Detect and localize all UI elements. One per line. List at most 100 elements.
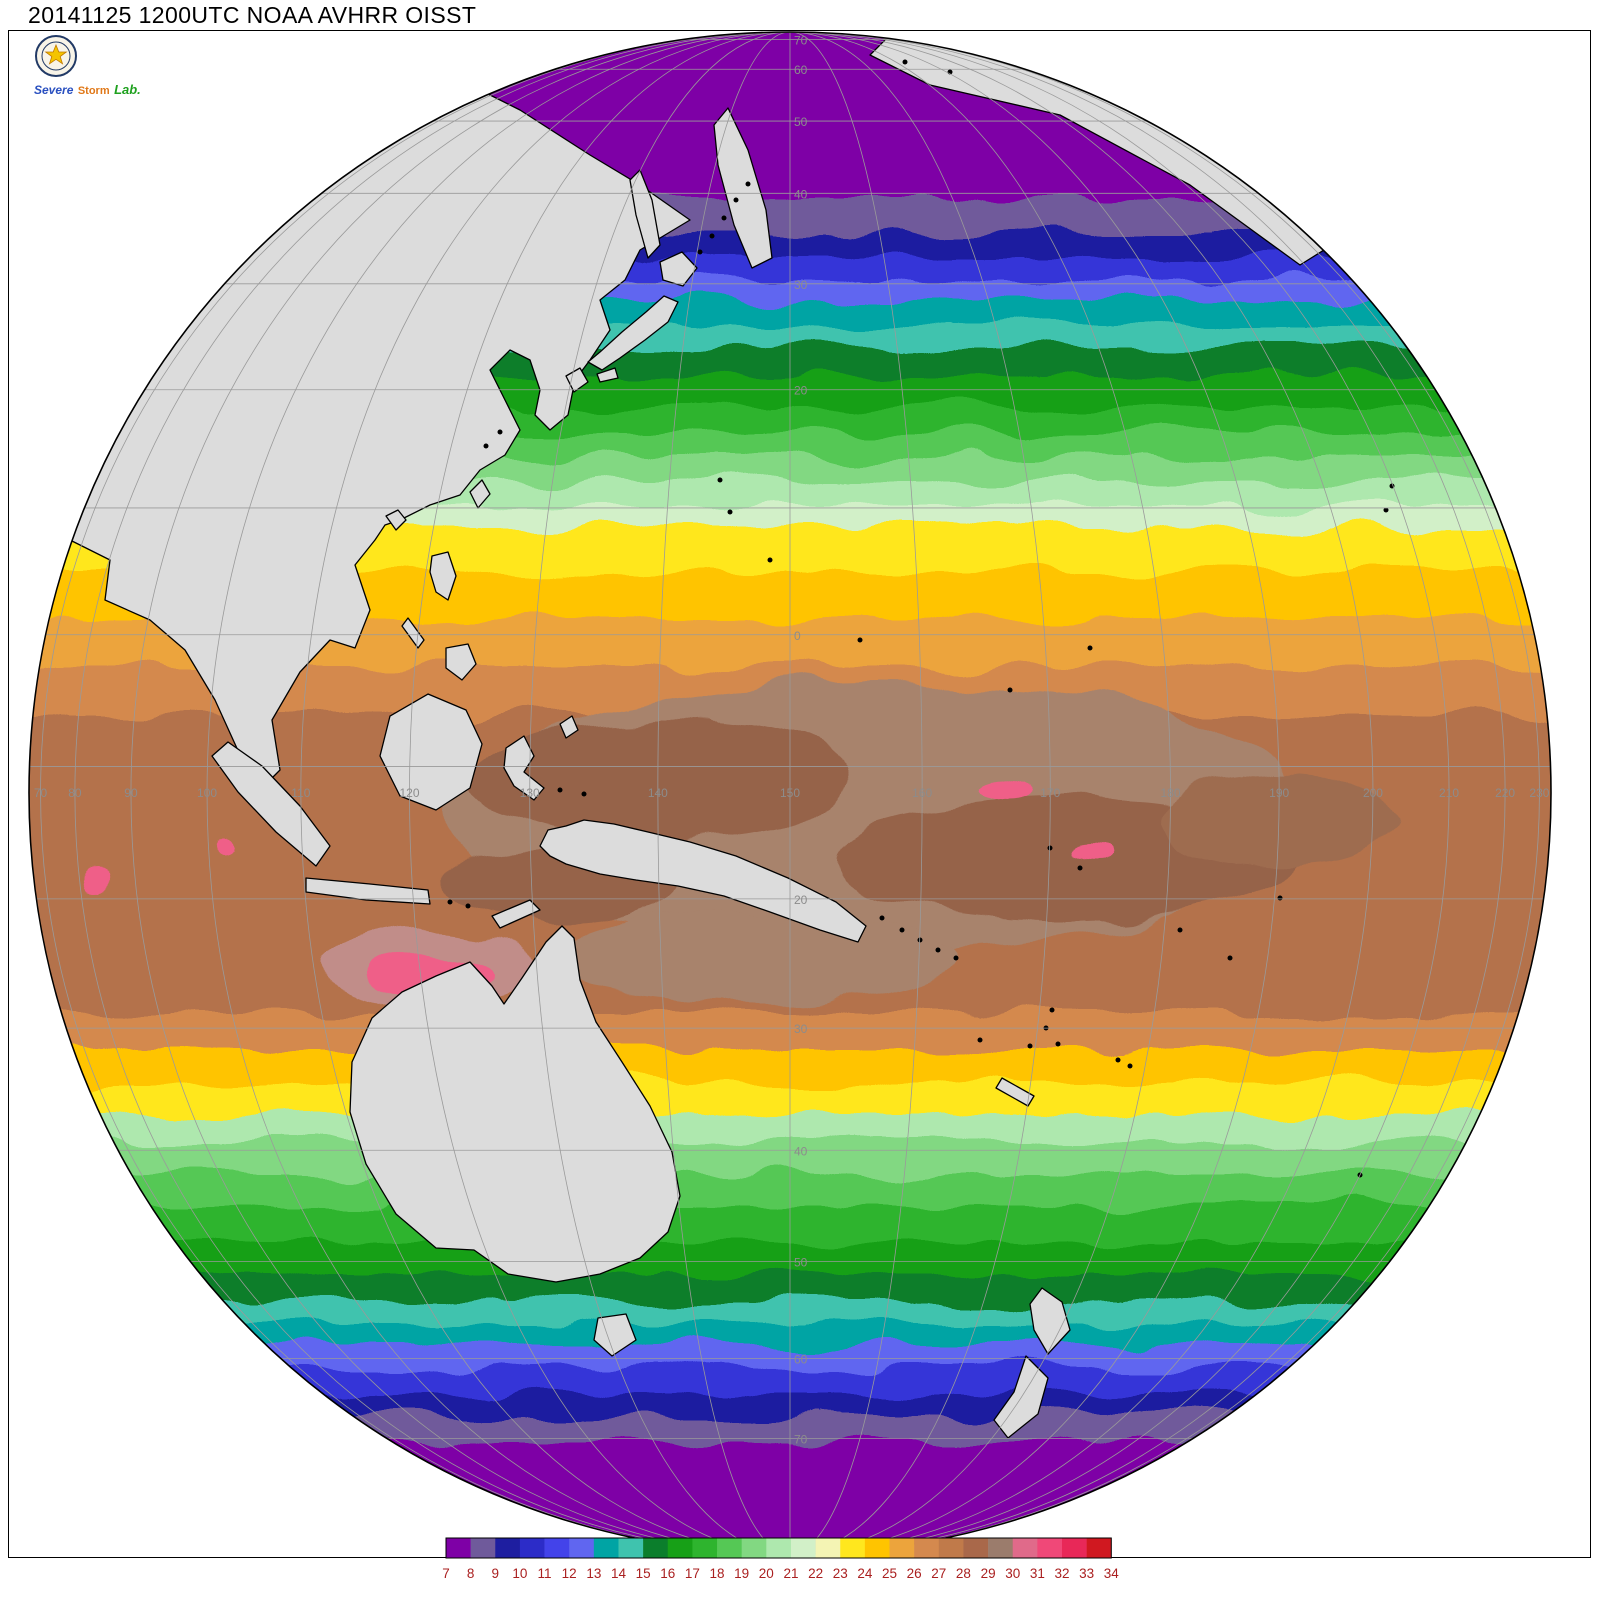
island-dot [1055, 1041, 1061, 1047]
latitude-label: 40 [794, 1144, 808, 1158]
colorbar-cell [569, 1538, 595, 1558]
sst-warm-patch [976, 782, 1030, 804]
landmass-sakhalin [629, 169, 661, 259]
colorbar-cell [914, 1538, 940, 1558]
landmass-new-caledonia [995, 1077, 1035, 1107]
island-dot [1027, 1043, 1033, 1049]
longitude-label: 120 [399, 786, 419, 800]
longitude-label: 230 [1529, 786, 1549, 800]
sst-warm-patch [560, 913, 960, 1003]
colorbar-tick-label: 29 [981, 1566, 996, 1581]
longitude-label: 220 [1495, 786, 1515, 800]
colorbar-cell [470, 1538, 496, 1558]
colorbar-tick-label: 30 [1005, 1566, 1020, 1581]
colorbar-cell [790, 1538, 816, 1558]
latitude-label: 50 [794, 1256, 808, 1270]
longitude-label: 130 [520, 786, 540, 800]
colorbar-tick-label: 16 [660, 1566, 675, 1581]
meridian-line [130, 32, 1450, 1554]
latitude-label: 30 [794, 1022, 808, 1036]
colorbar-tick-label: 17 [685, 1566, 700, 1581]
sst-band [29, 1050, 1551, 1084]
sst-band [29, 200, 1551, 232]
colorbar-tick-label: 10 [512, 1566, 527, 1581]
meridian-line [657, 32, 923, 1554]
latitude-label: 20 [794, 384, 808, 398]
colorbar-cell [1012, 1538, 1038, 1558]
colorbar-cell [889, 1538, 915, 1558]
longitude-label: 160 [912, 786, 932, 800]
colorbar-cell [1086, 1538, 1112, 1558]
island-dot [557, 787, 563, 793]
logo-text: Severe Storm Lab. [34, 83, 184, 97]
island-dot [767, 557, 773, 563]
colorbar-cell [741, 1538, 767, 1558]
island-dot [1087, 645, 1093, 651]
landmass-luzon [429, 551, 457, 601]
colorbar-tick-label: 20 [759, 1566, 774, 1581]
landmass-halmahera [559, 715, 579, 739]
seal-icon [35, 35, 77, 77]
longitude-label: 170 [1040, 786, 1060, 800]
colorbar-cell [815, 1538, 841, 1558]
colorbar-tick-label: 25 [882, 1566, 897, 1581]
colorbar-tick-label: 22 [808, 1566, 823, 1581]
meridian-line [206, 32, 1374, 1554]
island-dot [902, 59, 908, 65]
island-dot [1177, 927, 1183, 933]
longitude-label: 110 [291, 786, 310, 800]
island-dot [1383, 507, 1389, 513]
severe-storm-lab-logo: Severe Storm Lab. [34, 34, 184, 97]
colorbar-tick-label: 32 [1054, 1566, 1069, 1581]
landmass-honshu [587, 295, 679, 371]
colorbar-cell [1062, 1538, 1087, 1558]
landmass-java [305, 877, 431, 905]
longitude-label: 200 [1363, 786, 1383, 800]
colorbar-border [445, 1537, 1112, 1559]
sst-colorbar: 7 8 9 10 11 12 13 14 15 16 17 18 19 20 21 22 23 24 25 26 27 2… [442, 1537, 1119, 1581]
star-icon [44, 43, 68, 65]
island-dot [465, 903, 471, 909]
sst-band [29, 1302, 1551, 1324]
meridian-line [300, 32, 1280, 1554]
island-dot [935, 947, 941, 953]
small-islands [447, 59, 1395, 1178]
landmass-new-zealand-north [1029, 1287, 1071, 1355]
island-dot [733, 197, 739, 203]
colorbar-cell [643, 1538, 669, 1558]
landmass-hainan [385, 509, 407, 531]
sst-band [29, 1206, 1551, 1242]
latitude-label: 30 [794, 278, 808, 292]
longitude-label: 90 [124, 786, 138, 800]
colorbar-cell [544, 1538, 570, 1558]
island-dot [1277, 895, 1283, 901]
colorbar-tick-label: 33 [1079, 1566, 1094, 1581]
page-title: 20141125 1200UTC NOAA AVHRR OISST [28, 2, 477, 28]
island-dot [879, 915, 885, 921]
meridian-line [40, 32, 1540, 1554]
colorbar-tick-label: 15 [636, 1566, 651, 1581]
longitude-label: 70 [34, 786, 48, 800]
island-dot [721, 215, 727, 221]
colorbar-tick-label: 11 [538, 1566, 552, 1581]
logo-word-severe: Severe [34, 83, 74, 97]
sst-band [29, 1324, 1551, 1344]
latitude-label: 40 [794, 187, 808, 201]
colorbar-tick-label: 21 [783, 1566, 798, 1581]
island-dot [745, 181, 751, 187]
colorbar-cell [1037, 1538, 1063, 1558]
colorbar-cell [446, 1538, 471, 1558]
latitude-label: 20 [794, 893, 808, 907]
meridian-line [74, 32, 1506, 1554]
sst-band [29, 1114, 1551, 1142]
island-dot [1227, 955, 1233, 961]
colorbar-tick-label: 7 [442, 1566, 450, 1581]
sst-band [29, 1174, 1551, 1206]
landmass-tasmania [593, 1313, 637, 1357]
island-dot [899, 927, 905, 933]
landmass-sumatra [211, 741, 331, 867]
island-dot [1115, 1057, 1121, 1063]
colorbar-cell [988, 1538, 1014, 1558]
landmass-shikoku [596, 367, 619, 383]
